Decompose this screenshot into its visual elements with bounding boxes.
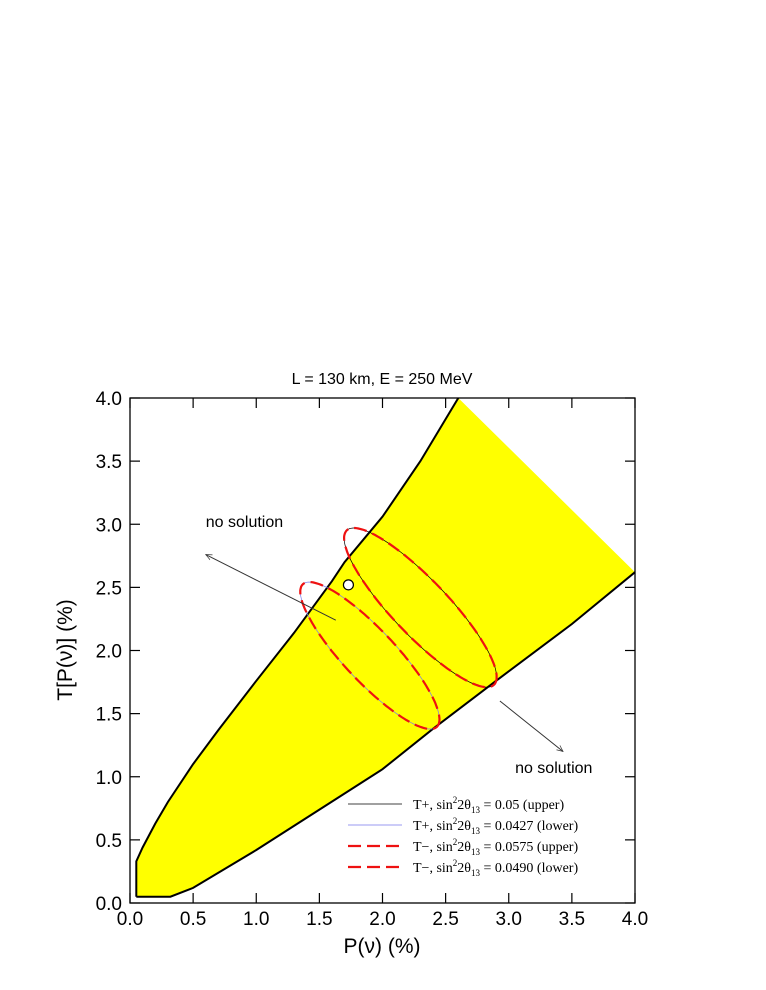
axis-ticks: 0.0 0.5 1.0 1.5 2.0 2.5 3.0 3.5 4.0 0.0 0.5 1.0 1.5 2… [96, 389, 649, 930]
x-tick-label-0: 0.0 [117, 909, 143, 930]
y-tick-label-0: 0.0 [96, 894, 122, 915]
x-tick-label-3: 1.5 [306, 909, 332, 930]
annotation-label-2: no solution [515, 760, 592, 777]
x-axis-label: P(ν) (%) [344, 935, 421, 958]
series-curve-3 [343, 526, 498, 689]
x-tick-label-6: 3.0 [496, 909, 522, 930]
marked-point [342, 579, 355, 591]
legend-label-4: T−, sin22θ13 = 0.0490 (lower) [413, 858, 578, 878]
series-layer [299, 526, 498, 731]
y-tick-label-4: 2.0 [96, 642, 122, 663]
allowed-region [136, 398, 635, 897]
legend-label-1: T+, sin22θ13 = 0.05 (upper) [413, 795, 564, 815]
y-tick-label-1: 0.5 [96, 831, 122, 852]
chart-title: L = 130 km, E = 250 MeV [292, 371, 473, 388]
allowed-region-layer [135, 398, 635, 898]
annotation-label-1: no solution [206, 514, 283, 531]
legend-label-2: T+, sin22θ13 = 0.0427 (lower) [413, 816, 578, 836]
upper-boundary-line [135, 398, 460, 897]
legend: T+, sin22θ13 = 0.05 (upper)T+, sin22θ13 … [348, 795, 578, 878]
y-tick-label-7: 3.5 [96, 452, 122, 473]
y-tick-label-8: 4.0 [96, 389, 122, 410]
y-tick-label-5: 2.5 [96, 578, 122, 599]
y-tick-label-3: 1.5 [96, 705, 122, 726]
x-tick-label-4: 2.0 [369, 909, 395, 930]
series-curve-4 [299, 581, 441, 731]
x-tick-label-5: 2.5 [432, 909, 458, 930]
annotation-arrow-1 [206, 554, 337, 621]
y-tick-label-6: 3.0 [96, 515, 122, 536]
annotation-layer: no solution no solution [206, 514, 592, 777]
annotation-arrow-2 [499, 700, 563, 752]
x-tick-label-7: 3.5 [559, 909, 585, 930]
legend-label-3: T−, sin22θ13 = 0.0575 (upper) [413, 837, 578, 857]
x-tick-label-8: 4.0 [622, 909, 648, 930]
x-tick-label-2: 1.0 [243, 909, 269, 930]
x-tick-label-1: 0.5 [180, 909, 206, 930]
y-tick-label-2: 1.0 [96, 768, 122, 789]
lower-boundary-line [136, 571, 635, 898]
y-axis-label: T[P(ν)] (%) [54, 599, 77, 700]
